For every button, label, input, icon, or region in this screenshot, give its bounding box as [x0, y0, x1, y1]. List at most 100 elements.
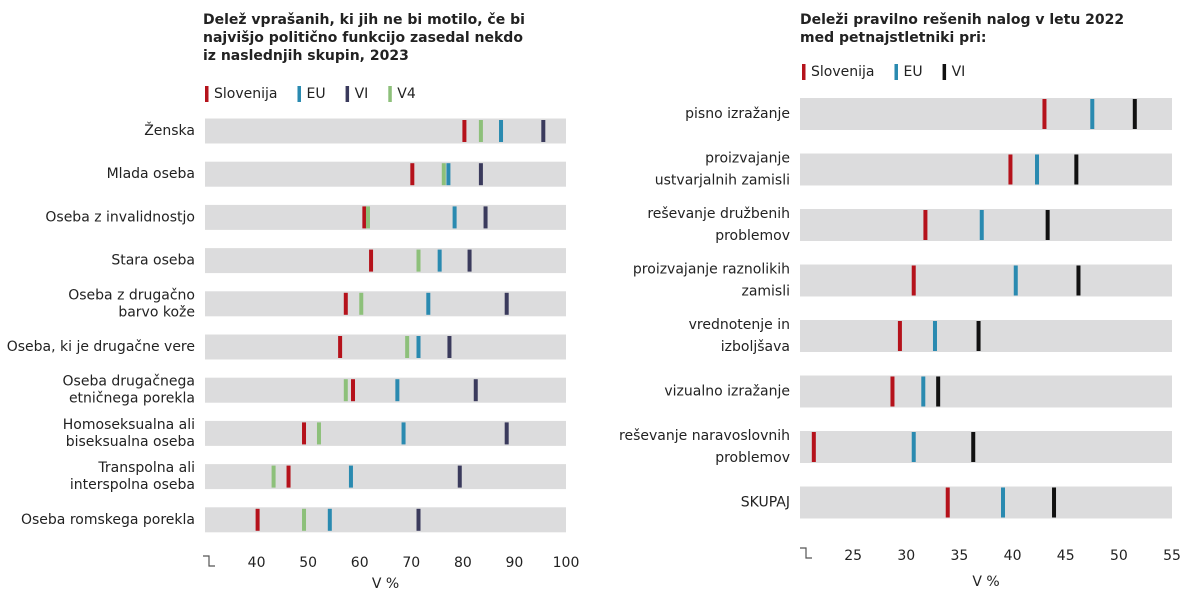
- marker: [1076, 265, 1081, 296]
- band: [205, 248, 566, 274]
- category-label: SKUPAJ: [741, 495, 790, 511]
- marker: [338, 336, 343, 358]
- marker: [541, 120, 546, 142]
- marker: [359, 292, 364, 315]
- marker: [979, 210, 984, 240]
- marker: [437, 249, 442, 272]
- x-tick-label: 35: [951, 548, 969, 564]
- marker: [369, 249, 374, 272]
- legend-label: Slovenija: [214, 86, 277, 102]
- x-tick-label: 45: [1057, 548, 1075, 564]
- marker: [462, 120, 467, 142]
- category-label: Homoseksualna ali biseksualna oseba: [63, 417, 195, 450]
- band: [205, 161, 566, 187]
- legend-swatch: [894, 64, 898, 80]
- x-tick-label: 40: [1004, 548, 1022, 564]
- band: [800, 153, 1172, 186]
- band: [800, 375, 1172, 408]
- legend-label: VI: [952, 64, 966, 80]
- legend-swatch: [205, 86, 209, 102]
- marker: [426, 292, 431, 315]
- category-label: reševanje družbenih problemov: [647, 206, 790, 244]
- legend-swatch: [802, 64, 806, 80]
- legend-swatch: [942, 64, 947, 80]
- marker: [316, 422, 321, 445]
- legend-label: Slovenija: [811, 64, 874, 80]
- band: [205, 204, 566, 230]
- band: [205, 507, 566, 533]
- marker: [945, 487, 950, 518]
- axis-break: [800, 547, 812, 559]
- marker: [1052, 487, 1057, 518]
- marker: [457, 465, 462, 488]
- legend-label: EU: [903, 64, 922, 80]
- marker: [410, 163, 415, 186]
- marker: [1035, 154, 1040, 185]
- x-axis-label: V %: [972, 574, 999, 589]
- category-label: pisno izražanje: [685, 106, 790, 122]
- band: [205, 420, 566, 446]
- marker: [1042, 99, 1047, 129]
- marker: [362, 206, 367, 229]
- x-tick-label: 60: [351, 555, 369, 571]
- band: [205, 334, 566, 360]
- marker: [302, 422, 307, 445]
- x-tick-label: 40: [248, 555, 266, 571]
- marker: [467, 249, 472, 272]
- marker: [478, 120, 483, 142]
- marker: [478, 163, 483, 186]
- x-tick-label: 90: [506, 555, 524, 571]
- category-label: Oseba z invalidnostjo: [45, 209, 195, 225]
- marker: [447, 336, 452, 358]
- marker: [504, 422, 509, 445]
- marker: [416, 249, 421, 272]
- marker: [499, 120, 504, 142]
- marker: [1045, 210, 1050, 240]
- marker: [302, 508, 307, 531]
- legend-label: V4: [397, 86, 416, 102]
- marker: [936, 376, 941, 407]
- marker: [1090, 99, 1095, 129]
- marker: [405, 336, 410, 358]
- band: [205, 291, 566, 317]
- category-label: Transpolna ali interspolna oseba: [70, 460, 195, 493]
- axis-break: [203, 555, 215, 567]
- x-tick-label: 80: [454, 555, 472, 571]
- x-tick-label: 50: [1110, 548, 1128, 564]
- marker: [446, 163, 451, 186]
- band: [205, 118, 566, 144]
- marker: [401, 422, 406, 445]
- x-tick-label: 25: [844, 548, 862, 564]
- marker: [416, 336, 421, 358]
- chart-title: Delež vprašanih, ki jih ne bi motilo, če…: [203, 12, 525, 64]
- band: [800, 320, 1172, 352]
- marker: [921, 376, 926, 407]
- marker: [286, 465, 291, 488]
- legend-label: EU: [306, 86, 325, 102]
- category-label: Oseba drugačnega etničnega porekla: [63, 374, 195, 407]
- marker: [923, 210, 928, 240]
- marker: [1132, 99, 1137, 129]
- marker: [343, 292, 348, 315]
- category-label: proizvajanje raznolikih zamisli: [633, 262, 790, 300]
- band: [205, 377, 566, 403]
- marker: [365, 206, 370, 229]
- category-label: Oseba, ki je drugačne vere: [7, 339, 195, 355]
- band: [205, 464, 566, 490]
- marker: [890, 376, 895, 407]
- category-label: Oseba z drugačno barvo kože: [68, 287, 195, 320]
- category-label: vizualno izražanje: [664, 384, 790, 400]
- marker: [911, 265, 916, 296]
- marker: [343, 379, 348, 402]
- marker: [971, 432, 976, 462]
- marker: [811, 432, 816, 462]
- marker: [1013, 265, 1018, 296]
- x-tick-label: 30: [897, 548, 915, 564]
- marker: [255, 508, 260, 531]
- marker: [483, 206, 488, 229]
- category-label: Ženska: [144, 121, 195, 139]
- marker: [911, 432, 916, 462]
- marker: [441, 163, 446, 186]
- x-tick-label: 55: [1163, 548, 1181, 564]
- marker: [395, 379, 400, 402]
